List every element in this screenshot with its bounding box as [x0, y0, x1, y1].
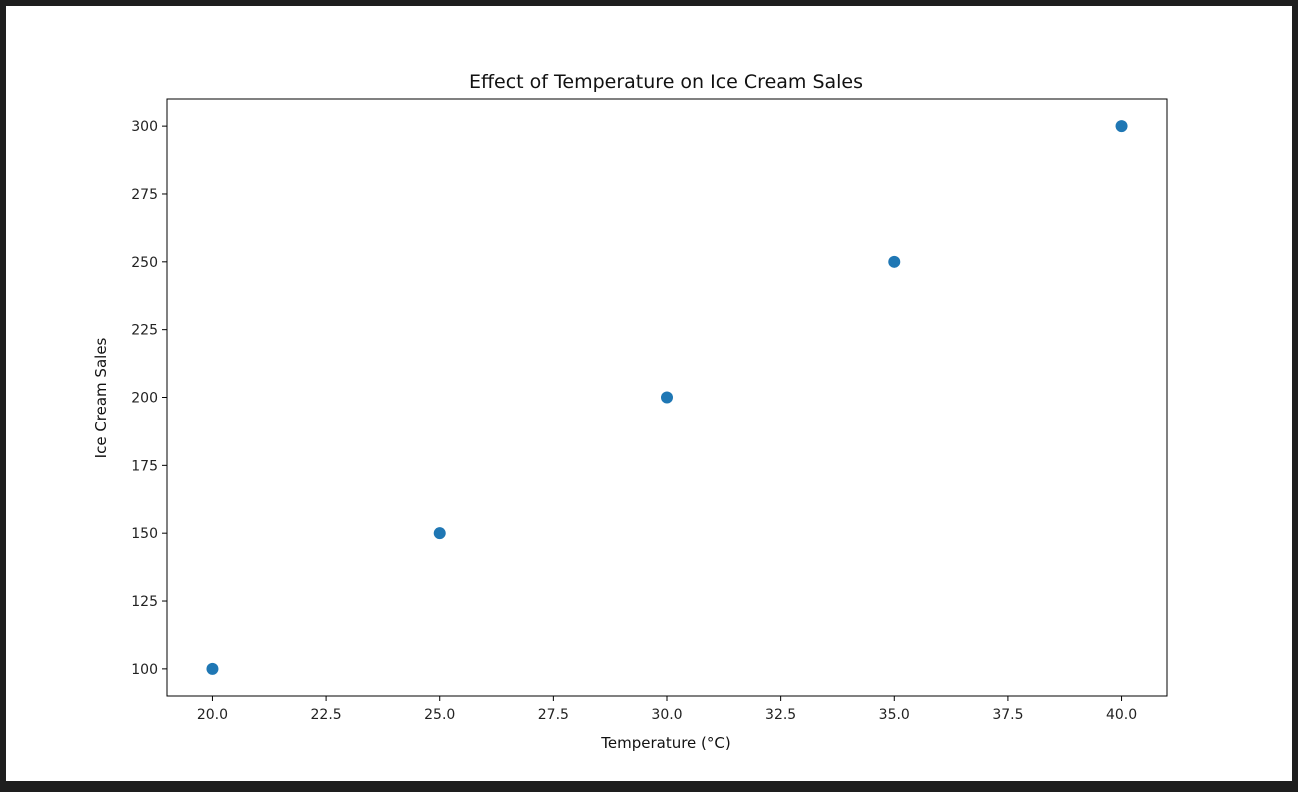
y-tick-label: 125: [131, 594, 158, 610]
y-tick-label: 175: [131, 458, 158, 474]
chart-title: Effect of Temperature on Ice Cream Sales: [469, 71, 863, 93]
data-point: [888, 255, 901, 268]
y-axis-title: Ice Cream Sales: [92, 337, 110, 458]
x-tick-label: 25.0: [424, 707, 455, 723]
y-tick-label: 225: [131, 323, 158, 339]
y-tick-label: 100: [131, 662, 158, 678]
scatter-chart: Effect of Temperature on Ice Cream Sales…: [92, 71, 1168, 752]
y-tick-label: 200: [131, 391, 158, 407]
x-axis-title: Temperature (°C): [600, 734, 730, 752]
x-tick-label: 35.0: [879, 707, 910, 723]
data-point: [661, 391, 673, 404]
x-axis: 20.0 22.5 25.0 27.5 30.0 32.5 35.0 37.5 40.0: [197, 696, 1137, 723]
x-tick-label: 40.0: [1106, 707, 1137, 723]
data-point: [433, 527, 446, 540]
y-axis: 100 125 150 175 200 225 250 275 300: [131, 119, 167, 678]
x-tick-label: 22.5: [311, 707, 342, 723]
y-tick-label: 275: [131, 187, 158, 203]
y-tick-label: 250: [131, 255, 158, 271]
x-tick-label: 32.5: [765, 707, 796, 723]
data-point: [1115, 120, 1128, 133]
y-tick-label: 300: [131, 119, 158, 135]
x-tick-label: 37.5: [992, 707, 1023, 723]
x-tick-label: 27.5: [538, 707, 569, 723]
x-tick-label: 30.0: [651, 707, 682, 723]
x-tick-label: 20.0: [197, 707, 228, 723]
y-tick-label: 150: [131, 526, 158, 542]
data-point: [206, 662, 219, 675]
figure-canvas: Effect of Temperature on Ice Cream Sales…: [6, 6, 1292, 781]
data-points: [206, 120, 1128, 675]
